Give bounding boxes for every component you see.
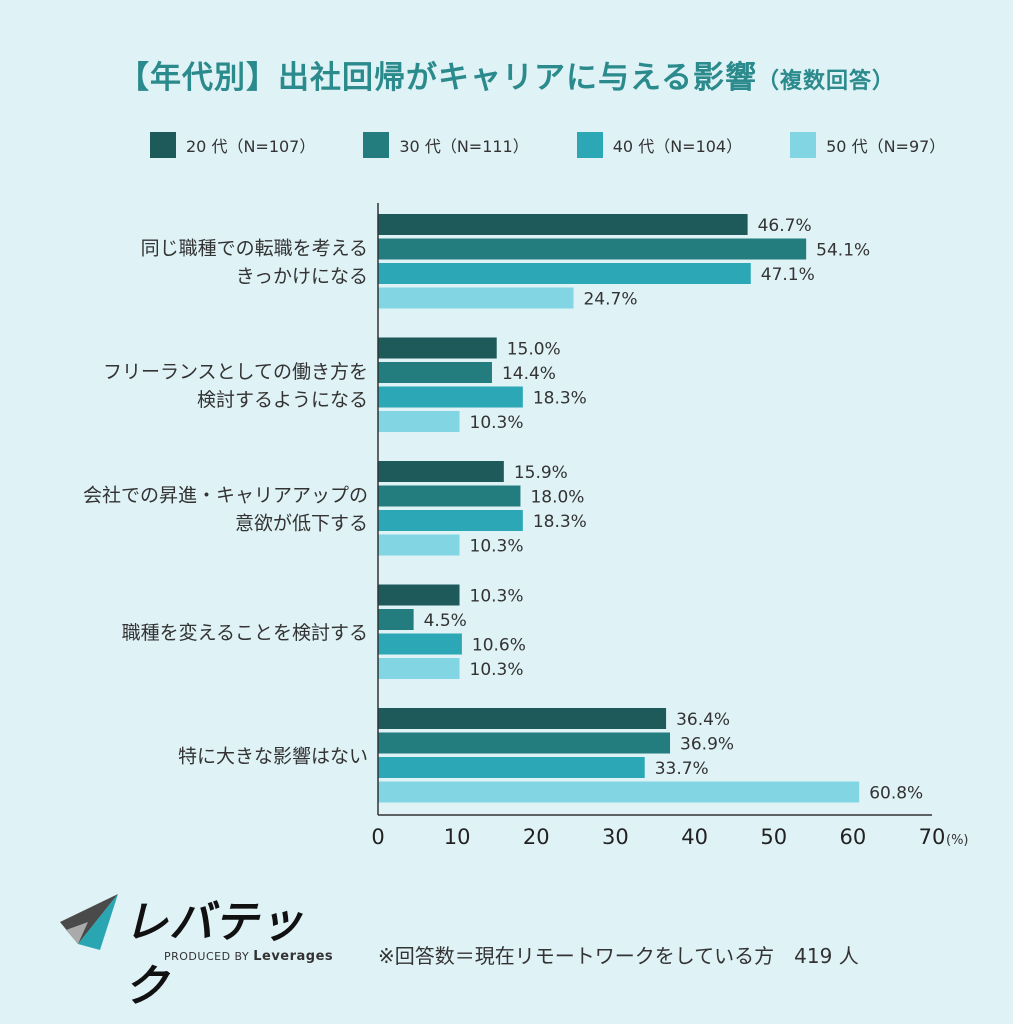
legend-item-40s: 40 代（N=104）: [576, 132, 743, 158]
data-label: 10.3%: [470, 413, 524, 433]
bar: [378, 362, 492, 383]
category-label: 検討するようになる: [197, 389, 368, 411]
chart-title-sub: （複数回答）: [757, 69, 896, 94]
data-label: 4.5%: [424, 611, 467, 631]
bar: [378, 337, 497, 359]
data-label: 10.3%: [470, 660, 524, 680]
bar: [378, 287, 574, 309]
data-label: 18.3%: [533, 389, 587, 409]
bar: [378, 238, 807, 260]
data-label: 18.3%: [533, 512, 587, 532]
x-tick-label: 0: [371, 825, 384, 849]
data-label: 15.0%: [507, 340, 561, 360]
data-label: 15.9%: [514, 463, 568, 483]
logo-produced-by-label: PRODUCED BY: [164, 950, 250, 963]
bar: [378, 461, 504, 482]
data-label: 54.1%: [816, 241, 870, 261]
bar: [378, 386, 523, 408]
levtech-logo: レバテック PRODUCED BY Leverages: [58, 892, 333, 1012]
bar: [378, 633, 462, 655]
legend-label-30s: 30 代（N=111）: [399, 137, 529, 156]
logo-name: レバテック: [124, 897, 304, 1012]
leverages-arrow-logo-icon: [60, 894, 118, 950]
bar: [378, 757, 645, 778]
category-label: 同じ職種での転職を考える: [141, 237, 368, 259]
bar: [378, 411, 460, 432]
legend: 20 代（N=107） 30 代（N=111） 40 代（N=104） 50 代…: [150, 132, 993, 158]
category-label: フリーランスとしての働き方を: [103, 361, 368, 383]
bar: [378, 534, 460, 556]
x-tick-label: 10: [444, 825, 471, 849]
legend-swatch-30s: [363, 132, 390, 158]
chart-title: 【年代別】出社回帰がキャリアに与える影響（複数回答）: [0, 52, 1013, 97]
data-label: 14.4%: [502, 364, 556, 384]
category-label: 会社での昇進・キャリアアップの: [83, 484, 368, 506]
data-label: 10.6%: [472, 636, 526, 656]
data-label: 33.7%: [655, 759, 709, 779]
logo-company: Leverages: [253, 949, 334, 964]
category-label: 職種を変えることを検討する: [122, 622, 368, 644]
legend-label-50s: 50 代（N=97）: [826, 137, 946, 156]
bar: [378, 781, 860, 803]
logo-produced-by: PRODUCED BY Leverages: [164, 949, 333, 964]
category-label: 特に大きな影響はない: [178, 745, 368, 767]
bar: [378, 510, 523, 531]
legend-label-20s: 20 代（N=107）: [186, 137, 316, 156]
data-label: 47.1%: [761, 265, 815, 285]
data-label: 60.8%: [869, 784, 923, 804]
bar: [378, 263, 751, 284]
legend-swatch-20s: [150, 132, 176, 158]
bar: [378, 658, 460, 679]
data-label: 46.7%: [758, 216, 812, 236]
x-tick-label: 40: [681, 825, 708, 849]
bar: [378, 584, 460, 606]
data-label: 36.4%: [676, 710, 730, 730]
bar: [378, 609, 414, 630]
footnote: ※回答数＝現在リモートワークをしている方 419 人: [378, 944, 859, 968]
legend-label-40s: 40 代（N=104）: [612, 137, 743, 156]
data-label: 36.9%: [680, 735, 734, 755]
bar: [378, 708, 667, 729]
bar: [378, 732, 671, 754]
x-tick-label: 70: [919, 825, 946, 849]
bar: [378, 485, 521, 507]
x-tick-label: 50: [760, 825, 787, 849]
data-label: 10.3%: [470, 537, 524, 557]
legend-swatch-50s: [790, 132, 817, 158]
chart-title-main: 【年代別】出社回帰がキャリアに与える影響: [117, 60, 758, 96]
x-tick-label: 20: [523, 825, 550, 849]
legend-item-30s: 30 代（N=111）: [363, 132, 529, 158]
x-tick-label: 60: [839, 825, 866, 849]
category-label: 意欲が低下する: [235, 512, 368, 534]
x-axis-unit-label: (%): [946, 833, 969, 848]
data-label: 18.0%: [530, 488, 584, 508]
category-label: きっかけになる: [236, 265, 368, 287]
data-label: 24.7%: [583, 290, 637, 310]
legend-item-20s: 20 代（N=107）: [150, 132, 315, 158]
legend-item-50s: 50 代（N=97）: [790, 132, 945, 158]
data-label: 10.3%: [470, 587, 524, 607]
x-tick-label: 30: [602, 825, 629, 849]
bar: [378, 214, 748, 235]
legend-swatch-40s: [576, 132, 603, 158]
